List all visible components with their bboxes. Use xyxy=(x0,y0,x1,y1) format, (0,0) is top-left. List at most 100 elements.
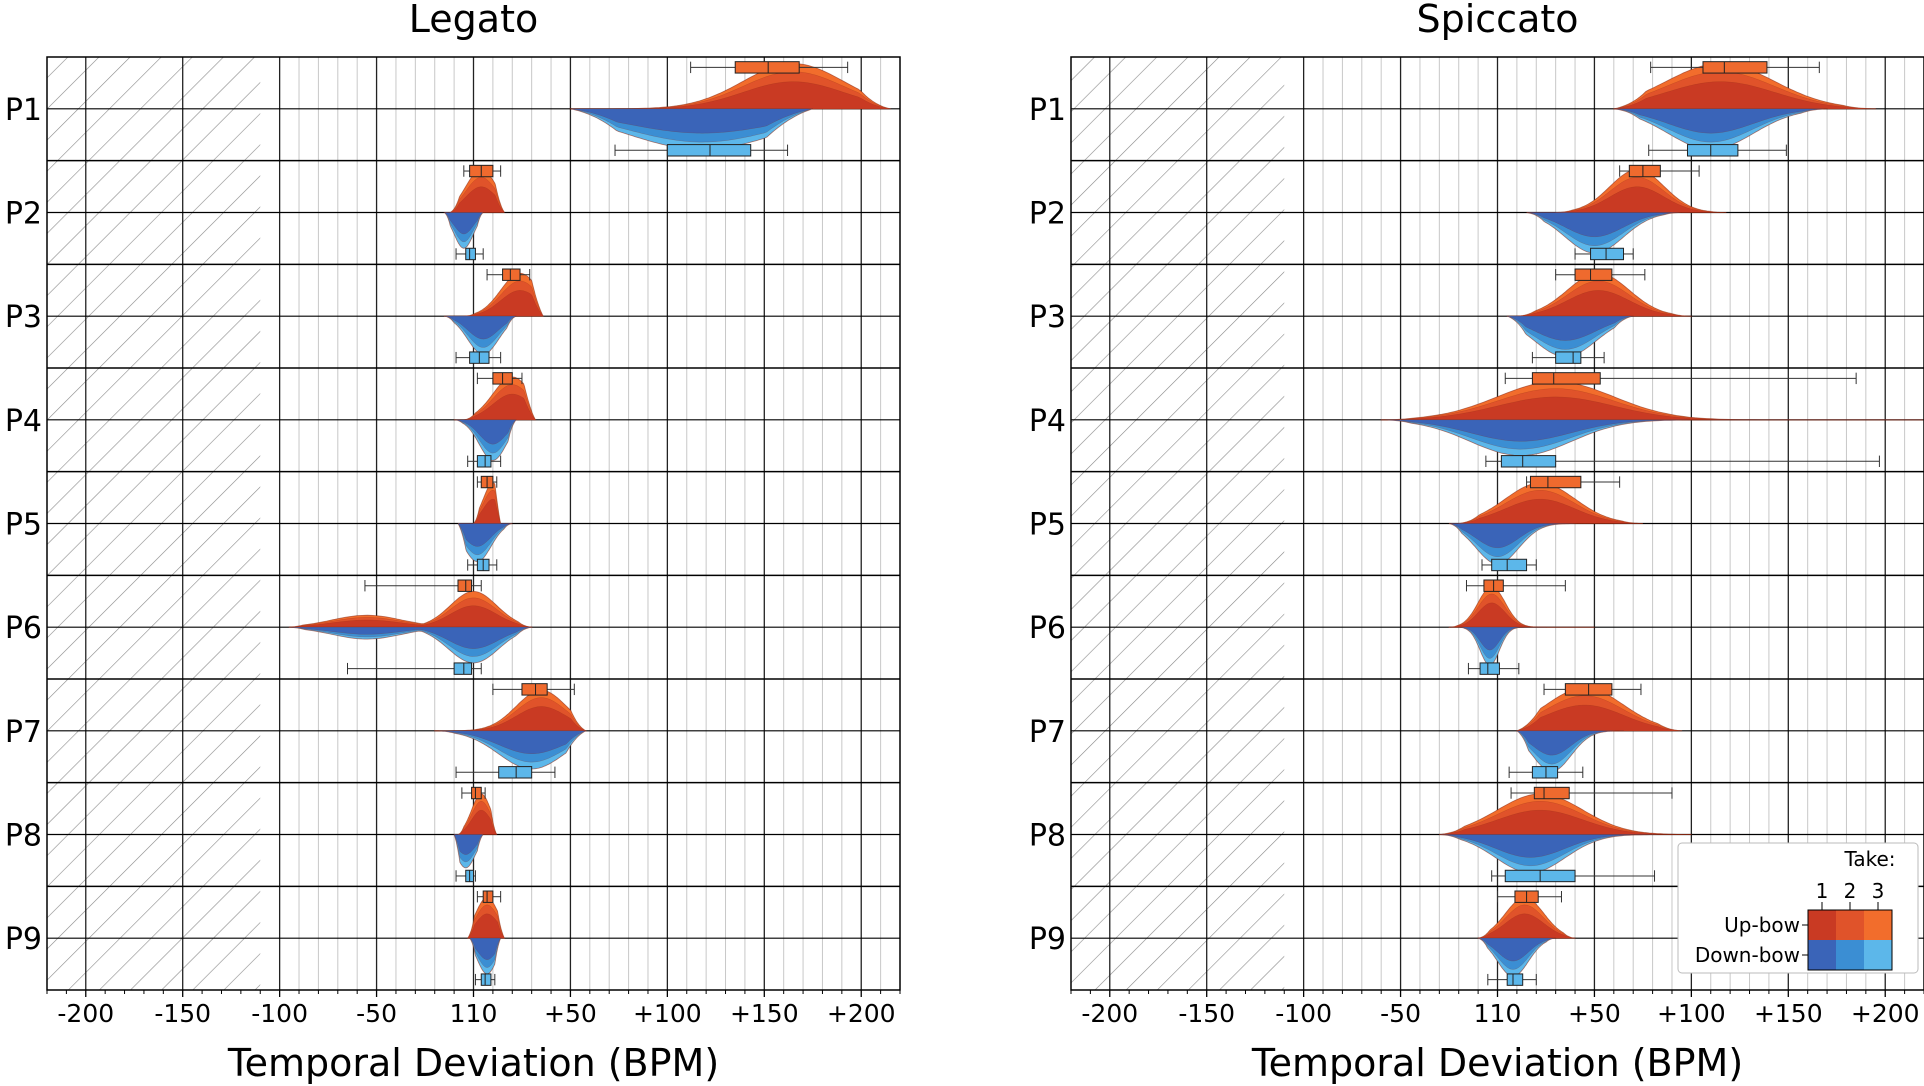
up-bow-violin-take-1 xyxy=(1458,499,1643,524)
box xyxy=(1574,268,1613,281)
down-bow-violin-take-1 xyxy=(444,316,517,340)
up-bow-boxplot xyxy=(690,61,849,74)
box xyxy=(502,268,521,281)
down-bow-violin-take-1 xyxy=(1477,938,1557,962)
row-label: P2 xyxy=(1029,197,1066,232)
down-bow-violin-take-1 xyxy=(1380,419,1924,442)
row-p3 xyxy=(1071,268,1924,364)
row-p3 xyxy=(47,268,900,364)
up-bow-boxplot xyxy=(1497,890,1562,903)
up-bow-violin-take-1 xyxy=(1439,810,1692,835)
down-bow-boxplot xyxy=(1531,351,1605,364)
up-bow-violin-take-1 xyxy=(1477,913,1576,939)
box xyxy=(1590,247,1625,261)
x-tick-label: -150 xyxy=(154,999,211,1028)
up-bow-boxplot xyxy=(492,683,575,696)
down-bow-violin-take-1 xyxy=(1526,212,1682,237)
down-bow-violin-take-1 xyxy=(469,938,502,960)
up-bow-violin-take-1 xyxy=(1448,602,1595,628)
down-bow-boxplot xyxy=(614,144,789,157)
up-bow-violin-take-1 xyxy=(450,186,505,213)
down-bow-violin-take-1 xyxy=(444,212,484,235)
box xyxy=(453,662,473,675)
down-bow-violin-take-1 xyxy=(1613,108,1828,134)
legend-up-swatch xyxy=(1808,910,1836,940)
x-tick-label: -50 xyxy=(356,999,397,1028)
row-p5 xyxy=(1071,475,1924,572)
legend-up-swatch xyxy=(1836,910,1864,940)
legend-swatch-frame xyxy=(1807,909,1893,971)
row-p1 xyxy=(1071,61,1924,157)
row-label: P4 xyxy=(1029,404,1066,439)
box xyxy=(457,579,473,592)
row-label: P6 xyxy=(5,611,42,646)
x-tick-label: -150 xyxy=(1178,999,1235,1028)
down-bow-boxplot xyxy=(1648,144,1787,157)
row-label: P8 xyxy=(5,819,42,854)
row-label: P7 xyxy=(5,715,42,750)
box xyxy=(1628,164,1661,178)
down-bow-boxplot xyxy=(455,869,476,883)
box xyxy=(1491,558,1528,572)
row-label: P3 xyxy=(5,300,42,335)
row-p8 xyxy=(1071,786,1924,883)
up-bow-boxplot xyxy=(1526,475,1621,489)
legend-down-swatch xyxy=(1836,940,1864,970)
down-bow-boxplot xyxy=(1508,766,1584,779)
box xyxy=(1533,786,1570,800)
down-bow-boxplot xyxy=(1487,973,1537,986)
legend-down-label: Down-bow xyxy=(1695,943,1800,967)
row-label: P3 xyxy=(1029,300,1066,335)
up-bow-boxplot xyxy=(1650,61,1820,74)
x-tick-label: 110 xyxy=(450,999,498,1028)
down-bow-violin-take-1 xyxy=(1448,523,1614,548)
row-p5 xyxy=(47,475,900,572)
legend-up-label: Up-bow xyxy=(1724,913,1800,937)
x-tick-label: -200 xyxy=(57,999,114,1028)
panel-spiccato: -200 -150 -100 -50 110 +50 +100 +150 +200 Spiccat… xyxy=(1029,0,1924,1085)
box xyxy=(1500,455,1557,468)
up-bow-boxplot xyxy=(1465,579,1566,592)
legend-title: Take: xyxy=(1843,847,1895,871)
up-bow-boxplot xyxy=(476,475,498,489)
down-bow-boxplot xyxy=(455,766,556,779)
down-bow-violin-take-1 xyxy=(1458,627,1547,651)
row-p9 xyxy=(47,890,900,986)
down-bow-violin-take-1 xyxy=(453,419,517,445)
up-bow-boxplot xyxy=(1510,786,1673,800)
down-bow-boxplot xyxy=(467,455,502,468)
row-label: P5 xyxy=(5,508,42,543)
row-p4 xyxy=(47,372,900,468)
x-tick-label: +200 xyxy=(1851,999,1920,1028)
down-bow-boxplot xyxy=(455,247,484,261)
up-bow-boxplot xyxy=(1504,372,1857,385)
down-bow-violin-take-1 xyxy=(1516,730,1624,756)
x-tick-label: +100 xyxy=(633,999,702,1028)
up-bow-boxplot xyxy=(1543,683,1642,696)
row-label: P1 xyxy=(5,93,42,128)
panel-title: Spiccato xyxy=(1416,0,1578,41)
box xyxy=(1702,61,1768,74)
down-bow-violin-take-1 xyxy=(453,834,484,855)
up-bow-violin-take-1 xyxy=(1555,186,1727,213)
legend-take-label: 3 xyxy=(1872,879,1885,903)
row-label: P9 xyxy=(1029,922,1066,957)
up-bow-violin-take-1 xyxy=(288,605,533,628)
down-bow-boxplot xyxy=(1481,558,1537,572)
row-p9 xyxy=(1071,890,1924,986)
up-bow-boxplot xyxy=(486,268,531,281)
up-bow-boxplot xyxy=(476,890,502,903)
box xyxy=(1531,766,1559,779)
row-label: P1 xyxy=(1029,93,1066,128)
down-bow-violin-take-1 xyxy=(288,627,533,649)
legend-take-label: 2 xyxy=(1844,879,1857,903)
legend-take-label: 1 xyxy=(1816,879,1829,903)
box xyxy=(1506,973,1524,986)
panel-title: Legato xyxy=(409,0,538,41)
box xyxy=(1555,351,1582,364)
up-bow-boxplot xyxy=(1619,164,1700,178)
row-p4 xyxy=(1071,372,1924,468)
row-p6 xyxy=(47,579,900,675)
box xyxy=(666,144,752,157)
